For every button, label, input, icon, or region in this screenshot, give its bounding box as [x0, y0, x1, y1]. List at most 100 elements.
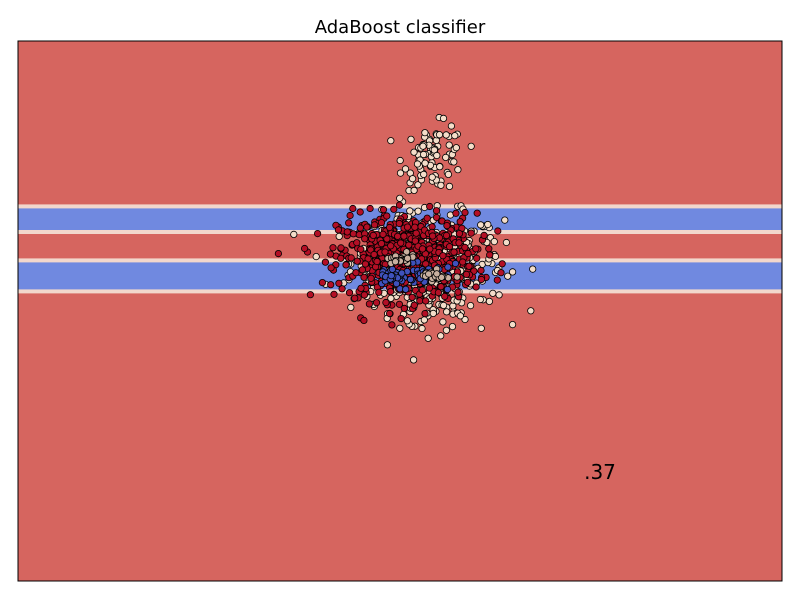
- scatter-point-class-0: [442, 153, 450, 161]
- scatter-point-class-1: [421, 309, 429, 318]
- scatter-point-class-2: [443, 285, 452, 293]
- scatter-point-class-1: [473, 209, 481, 217]
- scatter-point-class-0: [442, 131, 450, 139]
- scatter-point-class-1: [383, 235, 391, 243]
- scatter-point-class-1: [459, 258, 467, 266]
- scatter-point-class-0: [495, 291, 503, 299]
- scatter-point-class-0: [436, 163, 444, 171]
- scatter-point-class-0: [439, 301, 448, 309]
- scatter-point-class-1: [360, 273, 368, 281]
- scatter-point-class-0: [442, 326, 450, 334]
- scatter-point-class-1: [347, 254, 355, 262]
- scatter-point-class-1: [416, 297, 424, 305]
- scatter-point-class-0: [396, 156, 404, 165]
- scatter-point-class-1: [386, 287, 395, 296]
- scatter-point-class-0: [490, 238, 498, 246]
- scatter-point-class-0: [467, 142, 475, 150]
- scatter-point-class-1: [334, 226, 342, 234]
- scatter-point-class-1: [467, 229, 475, 237]
- scatter-point-class-1: [343, 228, 351, 236]
- scatter-point-class-2: [388, 265, 396, 273]
- scatter-point-class-1: [345, 219, 353, 227]
- scatter-point-class-1: [426, 245, 434, 253]
- scatter-point-class-1: [441, 292, 449, 300]
- scatter-point-class-0: [410, 186, 418, 194]
- scatter-point-class-1: [379, 206, 388, 214]
- scatter-point-class-1: [397, 314, 405, 323]
- scatter-point-class-1: [357, 284, 365, 292]
- scatter-point-class-1: [365, 300, 373, 308]
- scatter-point-class-1: [445, 243, 454, 251]
- scatter-point-class-1: [477, 275, 485, 284]
- scatter-point-class-1: [318, 278, 326, 287]
- scatter-point-class-1: [367, 274, 375, 282]
- scatter-point-class-1: [411, 223, 419, 231]
- scatter-point-class-1: [432, 213, 441, 222]
- scatter-point-class-1: [387, 242, 395, 250]
- scatter-point-class-2: [406, 275, 415, 283]
- scatter-point-class-1: [375, 288, 383, 296]
- scatter-point-class-0: [396, 194, 404, 202]
- scatter-point-class-0: [437, 181, 445, 189]
- scatter-point-class-1: [395, 219, 403, 228]
- scatter-point-class-1: [330, 290, 338, 298]
- plot-area: .37: [17, 40, 783, 582]
- scatter-point-class-1: [349, 230, 357, 238]
- scatter-point-class-1: [383, 212, 391, 220]
- scatter-point-class-0: [414, 181, 422, 189]
- scatter-point-class-0: [508, 268, 517, 276]
- scatter-point-class-0: [489, 289, 497, 297]
- scatter-point-class-1: [432, 207, 441, 215]
- scatter-point-class-1: [393, 232, 402, 240]
- scatter-point-class-0: [413, 160, 422, 168]
- scatter-point-class-0: [419, 142, 427, 150]
- scatter-point-class-1: [326, 250, 334, 258]
- scatter-point-class-3: [453, 273, 461, 281]
- scatter-point-class-1: [472, 245, 480, 253]
- scatter-point-class-1: [385, 309, 394, 318]
- scatter-point-class-1: [335, 279, 343, 287]
- scatter-point-class-1: [337, 244, 345, 252]
- scatter-point-class-1: [372, 299, 381, 307]
- scatter-point-class-0: [442, 308, 451, 316]
- scatter-point-class-1: [395, 300, 403, 308]
- scatter-point-class-0: [290, 230, 298, 238]
- scatter-point-class-0: [439, 114, 448, 123]
- scatter-point-class-0: [484, 220, 492, 229]
- scatter-point-class-1: [390, 205, 398, 213]
- scatter-point-class-1: [423, 214, 431, 222]
- scatter-point-class-0: [439, 318, 447, 326]
- scatter-point-class-0: [508, 320, 517, 329]
- scatter-point-class-1: [400, 232, 408, 240]
- scatter-point-class-1: [345, 289, 354, 297]
- scatter-point-class-1: [454, 288, 462, 296]
- scatter-point-class-1: [327, 281, 335, 289]
- scatter-point-class-1: [439, 252, 447, 260]
- scatter-point-class-1: [465, 262, 473, 270]
- scatter-point-class-1: [461, 243, 469, 251]
- scatter-point-class-1: [422, 260, 430, 268]
- scatter-point-class-0: [401, 165, 410, 173]
- scatter-point-class-0: [450, 158, 458, 166]
- scatter-point-class-1: [486, 251, 494, 259]
- scatter-point-class-0: [396, 324, 404, 332]
- scatter-point-class-1: [425, 284, 433, 292]
- scatter-point-class-1: [443, 222, 451, 230]
- scatter-point-class-0: [418, 324, 426, 333]
- scatter-point-class-1: [452, 209, 460, 217]
- scatter-point-class-1: [426, 202, 434, 211]
- scatter-point-class-1: [352, 269, 360, 277]
- scatter-point-class-0: [312, 253, 320, 261]
- scatter-point-class-1: [494, 227, 502, 235]
- scatter-point-class-1: [346, 211, 354, 220]
- scatter-point-class-1: [395, 201, 404, 209]
- scatter-point-class-0: [461, 315, 469, 324]
- scatter-point-class-1: [357, 245, 365, 253]
- scatter-point-class-1: [370, 221, 379, 229]
- scatter-point-class-0: [406, 207, 414, 215]
- scatter-point-class-3: [437, 273, 446, 281]
- scatter-point-class-1: [422, 297, 430, 305]
- scatter-point-class-0: [527, 307, 535, 315]
- scatter-point-class-1: [373, 257, 381, 266]
- scatter-point-class-0: [456, 312, 464, 320]
